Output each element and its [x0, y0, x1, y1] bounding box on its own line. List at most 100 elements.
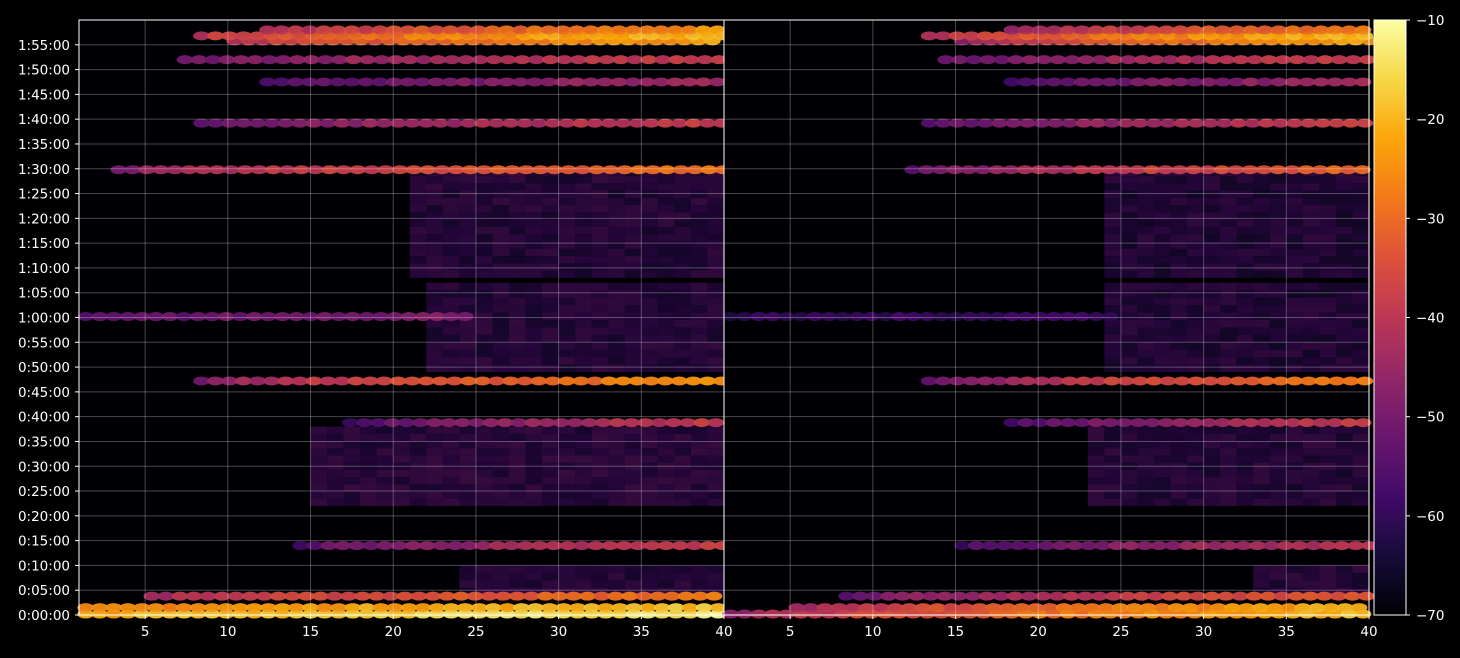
heat-mark: [934, 31, 952, 41]
heat-mark: [1066, 541, 1083, 551]
heat-cell: [459, 462, 476, 470]
heat-cell: [608, 241, 625, 249]
heat-mark: [652, 77, 670, 87]
y-tick-label: 0:10:00: [18, 558, 70, 574]
heat-mark: [1192, 541, 1210, 551]
heat-mark: [991, 376, 1008, 386]
heat-mark: [1048, 591, 1066, 601]
heat-cell: [608, 282, 625, 291]
heat-cell: [608, 565, 625, 573]
heat-cell: [1120, 448, 1138, 456]
heat-mark: [498, 25, 515, 35]
x-tick-label: 25: [1112, 624, 1129, 640]
heat-cell: [509, 319, 526, 328]
heat-cell: [525, 349, 543, 358]
heat-cell: [1154, 234, 1171, 242]
heat-cell: [1120, 312, 1138, 320]
heat-band: [193, 118, 730, 128]
heat-cell: [1335, 441, 1353, 449]
heat-mark: [348, 541, 366, 551]
heat-mark: [630, 165, 648, 175]
heat-cell: [426, 248, 443, 257]
heat-mark: [1269, 165, 1287, 175]
heat-cell: [1187, 491, 1204, 499]
heat-mark: [1200, 25, 1217, 35]
heat-cell: [459, 290, 476, 298]
heat-cell: [475, 580, 493, 588]
heat-cell: [624, 319, 642, 328]
heat-cell: [657, 219, 675, 227]
heat-mark: [1130, 418, 1147, 428]
heat-cell: [690, 205, 708, 213]
heat-mark: [1218, 55, 1236, 65]
heat-cell: [525, 498, 543, 506]
heat-cell: [409, 256, 427, 264]
heat-mark: [440, 418, 457, 428]
heat-mark: [838, 591, 855, 601]
heat-cell: [1319, 484, 1336, 492]
heat-cell: [1087, 469, 1105, 478]
heat-cell: [1253, 312, 1270, 320]
heat-cell: [426, 364, 443, 373]
heat-cell: [690, 312, 708, 320]
heat-mark: [537, 591, 554, 601]
heat-mark: [695, 77, 712, 87]
heat-cell: [1269, 327, 1287, 335]
heat-mark: [386, 603, 404, 613]
heat-cell: [1352, 183, 1369, 191]
heat-cell: [1087, 491, 1105, 499]
heat-mark: [249, 118, 266, 128]
heat-mark: [371, 77, 389, 87]
heat-cell: [1253, 297, 1270, 306]
heat-cell: [1236, 334, 1254, 343]
heat-mark: [965, 55, 982, 65]
heat-cell: [674, 455, 691, 463]
heat-cell: [1187, 226, 1204, 235]
heat-cell: [624, 290, 642, 298]
heat-mark: [287, 77, 304, 87]
heat-cell: [492, 587, 509, 596]
heat-mark: [1154, 603, 1171, 613]
heat-cell: [426, 205, 443, 213]
heat-cell: [1335, 205, 1353, 213]
heat-mark: [709, 603, 727, 613]
heat-mark: [502, 118, 519, 128]
heat-cell: [1335, 327, 1353, 335]
heat-mark: [1087, 77, 1105, 87]
heat-block: [1253, 565, 1369, 596]
heat-mark: [382, 591, 400, 601]
heat-cell: [1170, 256, 1188, 264]
heat-cell: [1253, 319, 1270, 328]
heat-cell: [575, 183, 592, 191]
heat-mark: [499, 603, 516, 613]
heat-cell: [1170, 349, 1188, 358]
heat-mark: [1186, 25, 1203, 35]
heat-cell: [591, 270, 609, 278]
heat-cell: [393, 491, 410, 499]
heat-block: [1104, 168, 1369, 278]
heat-cell: [624, 334, 642, 343]
heat-mark: [277, 118, 294, 128]
heat-mark: [1356, 118, 1374, 128]
heat-cell: [1220, 319, 1237, 328]
heat-cell: [707, 270, 724, 278]
heat-mark: [951, 55, 968, 65]
heat-cell: [1352, 349, 1369, 358]
heat-cell: [1120, 290, 1138, 298]
heat-mark: [468, 418, 486, 428]
heat-mark: [1075, 376, 1092, 386]
heat-cell: [1286, 469, 1303, 478]
heat-band: [904, 165, 1371, 175]
heat-cell: [1154, 477, 1171, 485]
colorbar-tick-label: −40: [1416, 311, 1445, 327]
heat-cell: [641, 572, 658, 581]
heat-mark: [456, 25, 473, 35]
heat-cell: [558, 305, 576, 313]
heat-cell: [608, 469, 625, 478]
heat-mark: [852, 591, 869, 601]
heat-cell: [591, 197, 609, 206]
heat-cell: [1154, 263, 1171, 271]
heat-cell: [1286, 176, 1303, 184]
heat-cell: [1170, 455, 1188, 463]
heat-cell: [360, 477, 377, 485]
